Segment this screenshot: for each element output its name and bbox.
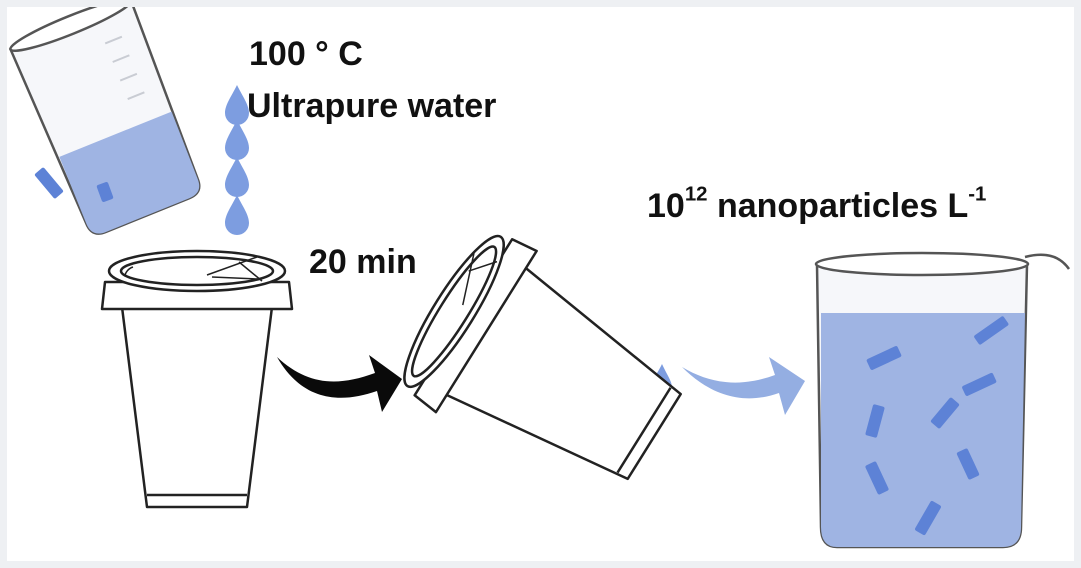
particle-icon — [865, 461, 889, 495]
particle-icon — [96, 182, 114, 202]
concentration-exponent: 12 — [684, 183, 708, 206]
particle-icon — [974, 316, 1009, 345]
coffee-cup-icon — [100, 249, 294, 509]
particle-icon — [865, 404, 885, 438]
particle-icon — [962, 372, 997, 396]
arrow-icon — [682, 357, 805, 415]
pouring-beaker-icon — [8, 7, 201, 235]
liquid-label: Ultrapure water — [247, 87, 497, 125]
tilted-cup-icon — [403, 234, 682, 481]
time-label: 20 min — [309, 243, 417, 281]
figure-panel: 100 ° C Ultrapure water 20 min 1012 nano… — [7, 7, 1074, 561]
concentration-label: 1012 nanoparticles L-1 — [647, 183, 987, 226]
concentration-base: 10 — [647, 187, 685, 225]
concentration-unit: nanoparticles L — [707, 187, 969, 225]
particle-icon — [34, 167, 64, 199]
process-diagram — [8, 7, 1071, 549]
temperature-label: 100 ° C — [249, 35, 363, 73]
arrow-icon — [277, 355, 402, 412]
particle-icon — [915, 501, 941, 535]
particle-icon — [930, 397, 960, 429]
beaker-icon — [814, 251, 1071, 549]
particle-icon — [956, 448, 980, 480]
unit-exponent: -1 — [968, 183, 987, 206]
particle-icon — [866, 346, 902, 370]
